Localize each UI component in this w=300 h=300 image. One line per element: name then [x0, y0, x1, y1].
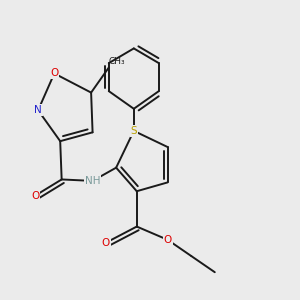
Text: NH: NH: [85, 176, 100, 186]
Text: O: O: [50, 68, 58, 78]
Text: O: O: [102, 238, 110, 248]
Text: S: S: [130, 126, 137, 136]
Text: CH₃: CH₃: [109, 57, 125, 66]
Text: N: N: [34, 105, 42, 115]
Text: O: O: [31, 190, 39, 201]
Text: O: O: [164, 235, 172, 245]
